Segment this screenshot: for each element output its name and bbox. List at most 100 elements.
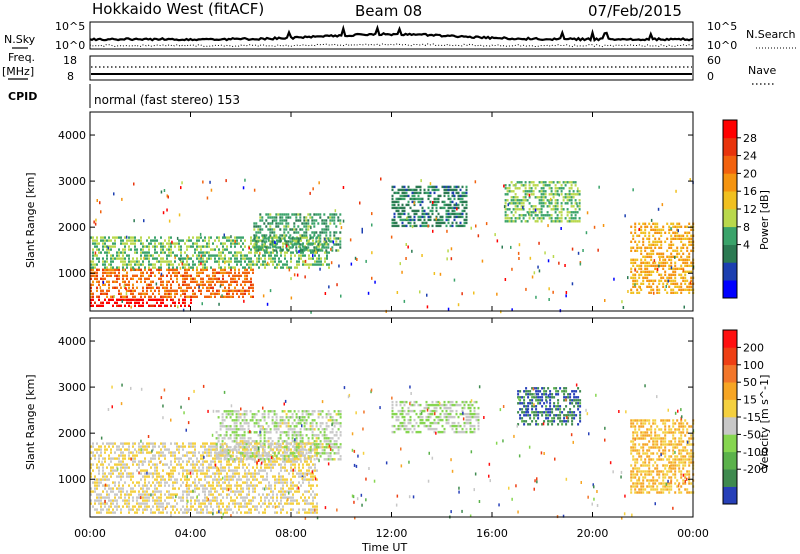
- velocity-cell: [160, 496, 162, 499]
- velocity-cell: [270, 496, 272, 499]
- power-cell: [688, 231, 691, 234]
- power-cell: [134, 289, 136, 292]
- velocity-cell: [158, 511, 160, 514]
- power-cell: [152, 266, 154, 269]
- power-cell: [92, 248, 94, 251]
- velocity-cell: [134, 457, 136, 460]
- power-cell: [413, 201, 415, 205]
- velocity-cell: [182, 466, 184, 469]
- velocity-cell: [130, 508, 132, 511]
- velocity-cell: [188, 460, 190, 463]
- velocity-cell: [220, 460, 222, 463]
- power-cell: [168, 271, 170, 274]
- power-cell: [122, 280, 124, 283]
- power-cell: [266, 261, 269, 265]
- power-cell: [350, 262, 353, 266]
- velocity-cell: [160, 442, 162, 445]
- power-cell: [172, 263, 174, 266]
- power-cell: [148, 254, 150, 257]
- power-cell: [124, 257, 126, 260]
- velocity-cell: [98, 445, 100, 448]
- velocity-cell: [237, 443, 240, 446]
- power-cell: [399, 262, 401, 266]
- power-ytick-label: 4000: [58, 129, 86, 142]
- velocity-cell: [178, 460, 180, 463]
- velocity-cell: [214, 475, 216, 478]
- velocity-cell: [94, 481, 96, 484]
- power-cell: [95, 218, 97, 222]
- power-cell: [630, 276, 633, 279]
- power-cell: [441, 218, 444, 222]
- velocity-cell: [281, 440, 284, 443]
- power-cell: [260, 239, 262, 242]
- power-cell: [514, 196, 517, 199]
- velocity-cell: [276, 478, 278, 481]
- power-cell: [297, 240, 300, 243]
- velocity-cell: [186, 490, 188, 493]
- power-cell: [661, 203, 664, 207]
- power-cell: [146, 283, 148, 286]
- power-cell: [507, 203, 509, 207]
- power-cell: [112, 266, 114, 269]
- power-cell: [295, 240, 298, 243]
- velocity-cell: [276, 457, 278, 460]
- power-cell: [303, 231, 306, 234]
- power-cell: [182, 266, 184, 269]
- velocity-cell: [108, 496, 110, 499]
- power-cell: [522, 208, 525, 211]
- power-cell: [433, 200, 436, 204]
- velocity-cell: [190, 484, 192, 487]
- power-cell: [98, 268, 100, 271]
- power-cell: [307, 219, 310, 222]
- power-cell: [210, 292, 212, 295]
- velocity-cell: [253, 446, 256, 449]
- power-cell: [104, 251, 106, 254]
- power-cell: [293, 237, 296, 240]
- velocity-cell: [316, 505, 318, 508]
- velocity-cell: [215, 455, 218, 458]
- power-cell: [540, 193, 543, 196]
- power-cell: [290, 251, 292, 254]
- velocity-cell: [104, 451, 106, 454]
- power-cell: [566, 208, 569, 211]
- velocity-cell: [176, 508, 178, 511]
- power-cell: [465, 191, 468, 195]
- power-cell: [242, 266, 244, 269]
- nsearch-tick-top: 10^5: [707, 20, 737, 33]
- velocity-cell: [218, 469, 220, 472]
- velocity-cell: [226, 484, 228, 487]
- velocity-cell: [204, 502, 206, 505]
- power-cell: [670, 266, 673, 270]
- velocity-cell: [294, 463, 296, 466]
- velocity-cell: [122, 484, 124, 487]
- velocity-cell: [283, 455, 286, 458]
- power-cell: [534, 208, 537, 212]
- power-cell: [654, 237, 657, 240]
- power-cell: [176, 236, 179, 240]
- velocity-cell: [226, 472, 228, 475]
- power-cell: [666, 237, 669, 240]
- velocity-cell: [102, 466, 104, 469]
- power-cell: [162, 257, 164, 260]
- power-cell: [554, 220, 557, 223]
- power-cell: [248, 260, 250, 263]
- power-cell: [586, 211, 589, 215]
- power-cell: [104, 242, 106, 245]
- velocity-cell: [188, 472, 190, 475]
- velocity-cell: [297, 452, 300, 455]
- power-cell: [644, 273, 647, 276]
- power-cell: [451, 206, 454, 210]
- velocity-cell: [251, 452, 254, 455]
- power-cell: [419, 203, 422, 207]
- power-cell: [666, 261, 669, 264]
- power-cell: [638, 234, 641, 237]
- velocity-cell: [186, 481, 188, 484]
- velocity-cell: [282, 466, 284, 469]
- power-cell: [548, 200, 550, 204]
- velocity-cell: [212, 466, 214, 469]
- power-cell: [248, 266, 250, 269]
- velocity-cell: [144, 493, 146, 496]
- power-cell: [190, 239, 192, 242]
- power-cell: [568, 217, 571, 220]
- velocity-cell: [126, 502, 128, 505]
